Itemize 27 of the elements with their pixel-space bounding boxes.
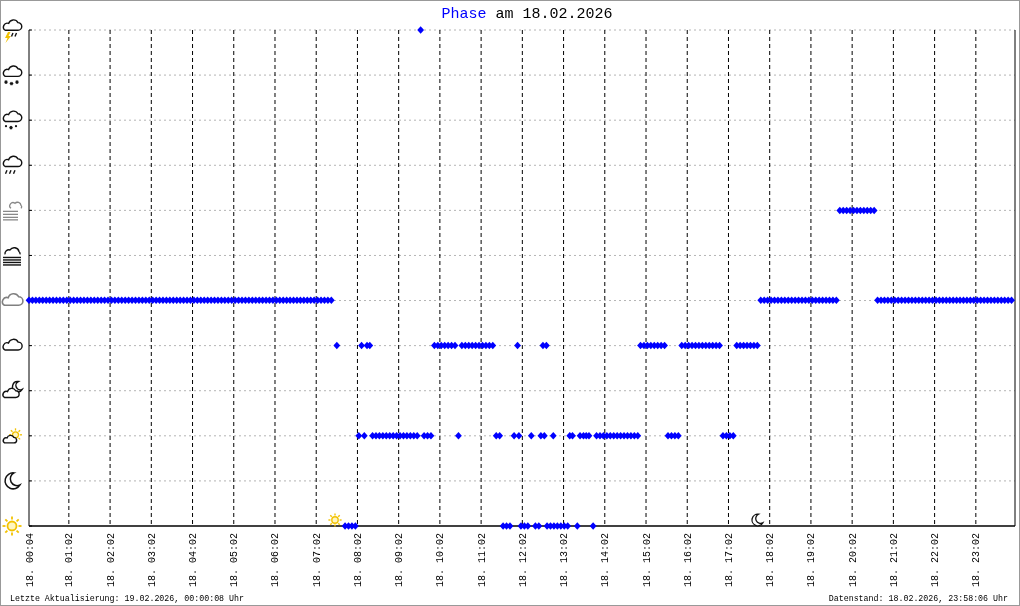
x-tick-label: 18. 02:02: [105, 533, 117, 588]
x-tick-label: 18. 09:02: [394, 533, 406, 588]
x-tick-label: 18. 20:02: [847, 533, 859, 588]
x-tick-label: 18. 12:02: [517, 533, 529, 588]
x-tick-label: 18. 21:02: [888, 533, 900, 588]
x-tick-label: 18. 14:02: [600, 533, 612, 588]
x-tick-label: 18. 04:02: [188, 533, 200, 588]
x-tick-label: 18. 10:02: [435, 533, 447, 588]
x-tick-label: 18. 15:02: [641, 533, 653, 588]
x-tick-label: 18. 05:02: [229, 533, 241, 588]
x-tick-label: 18. 17:02: [723, 533, 735, 588]
x-tick-label: 18. 22:02: [930, 533, 942, 588]
x-tick-label: 18. 08:02: [352, 533, 364, 588]
x-tick-label: 18. 23:02: [971, 533, 983, 588]
x-tick-label: 18. 18:02: [765, 533, 777, 588]
x-tick-label: 18. 11:02: [476, 533, 488, 588]
chart-title: Phase am 18.02.2026: [441, 6, 613, 23]
x-tick-label: 18. 07:02: [311, 533, 323, 588]
x-tick-label: 18. 06:02: [270, 533, 282, 588]
x-tick-label: 18. 19:02: [806, 533, 818, 588]
text: Letzte Aktualisierung: 19.02.2026, 00:00:08 Uhr: [10, 594, 245, 603]
x-tick-label: 18. 16:02: [682, 533, 694, 588]
x-tick-label: 18. 03:02: [146, 533, 158, 588]
x-tick-label: 18. 13:02: [559, 533, 571, 588]
text: Datenstand: 18.02.2026, 23:58:06 Uhr: [828, 594, 1009, 603]
x-tick-label: 18. 01:02: [64, 533, 76, 588]
x-tick-label: 18. 00:04: [24, 533, 36, 588]
